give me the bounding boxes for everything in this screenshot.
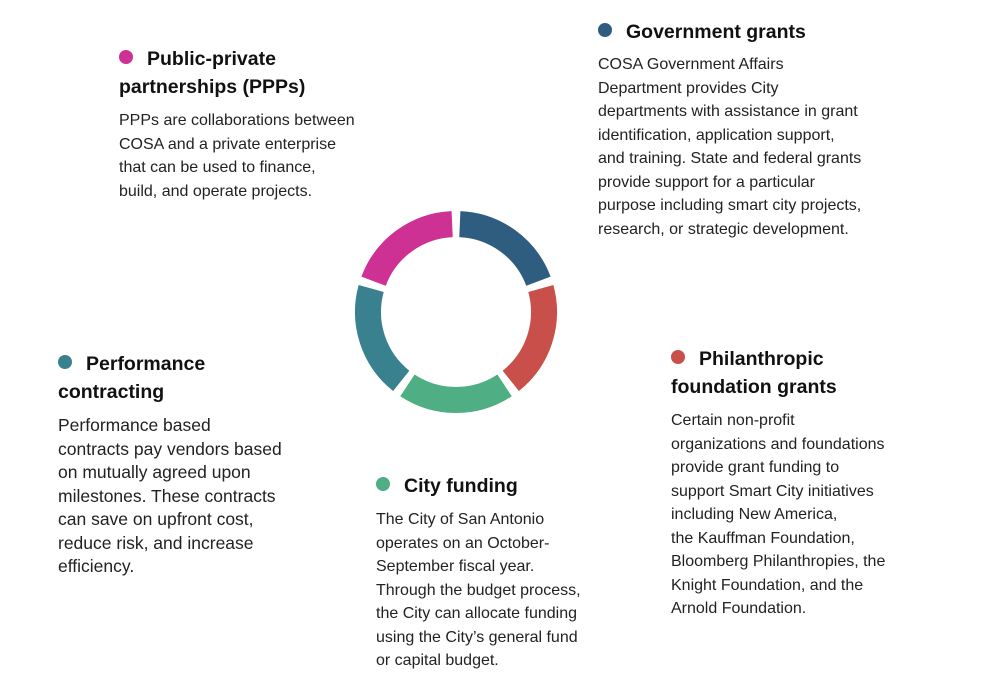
government-title: Government grants: [626, 21, 806, 43]
ppp-title: Public-private partnerships (PPPs): [119, 48, 306, 98]
city-title: City funding: [404, 475, 518, 497]
funding-ring: [355, 211, 557, 413]
performance-dot-icon: [58, 355, 72, 369]
ppp-dot-icon: [119, 50, 133, 64]
ring-segment-ppp: [361, 211, 454, 287]
performance-title: Performance contracting: [58, 353, 206, 403]
section-performance-contracting: Performance contracting Performance base…: [58, 350, 282, 579]
ring-segment-performance: [355, 285, 410, 392]
ring-segment-city: [400, 374, 512, 413]
performance-description: Performance based contracts pay vendors …: [58, 415, 282, 576]
ring-segment-government: [458, 211, 551, 287]
city-description: The City of San Antonio operates on an O…: [376, 511, 581, 669]
government-dot-icon: [598, 23, 612, 37]
city-dot-icon: [376, 477, 390, 491]
section-city-funding: City funding The City of San Antonio ope…: [376, 472, 581, 673]
ppp-description: PPPs are collaborations between COSA and…: [119, 112, 355, 200]
philanthropic-description: Certain non-profit organizations and fou…: [671, 412, 886, 617]
ring-segment-philanthropic: [502, 285, 557, 392]
section-government-grants: Government grants COSA Government Affair…: [598, 18, 861, 241]
government-description: COSA Government Affairs Department provi…: [598, 56, 862, 238]
philanthropic-dot-icon: [671, 350, 685, 364]
section-philanthropic-grants: Philanthropic foundation grants Certain …: [671, 345, 885, 621]
section-ppp: Public-private partnerships (PPPs) PPPs …: [119, 45, 355, 203]
philanthropic-title: Philanthropic foundation grants: [671, 348, 837, 398]
